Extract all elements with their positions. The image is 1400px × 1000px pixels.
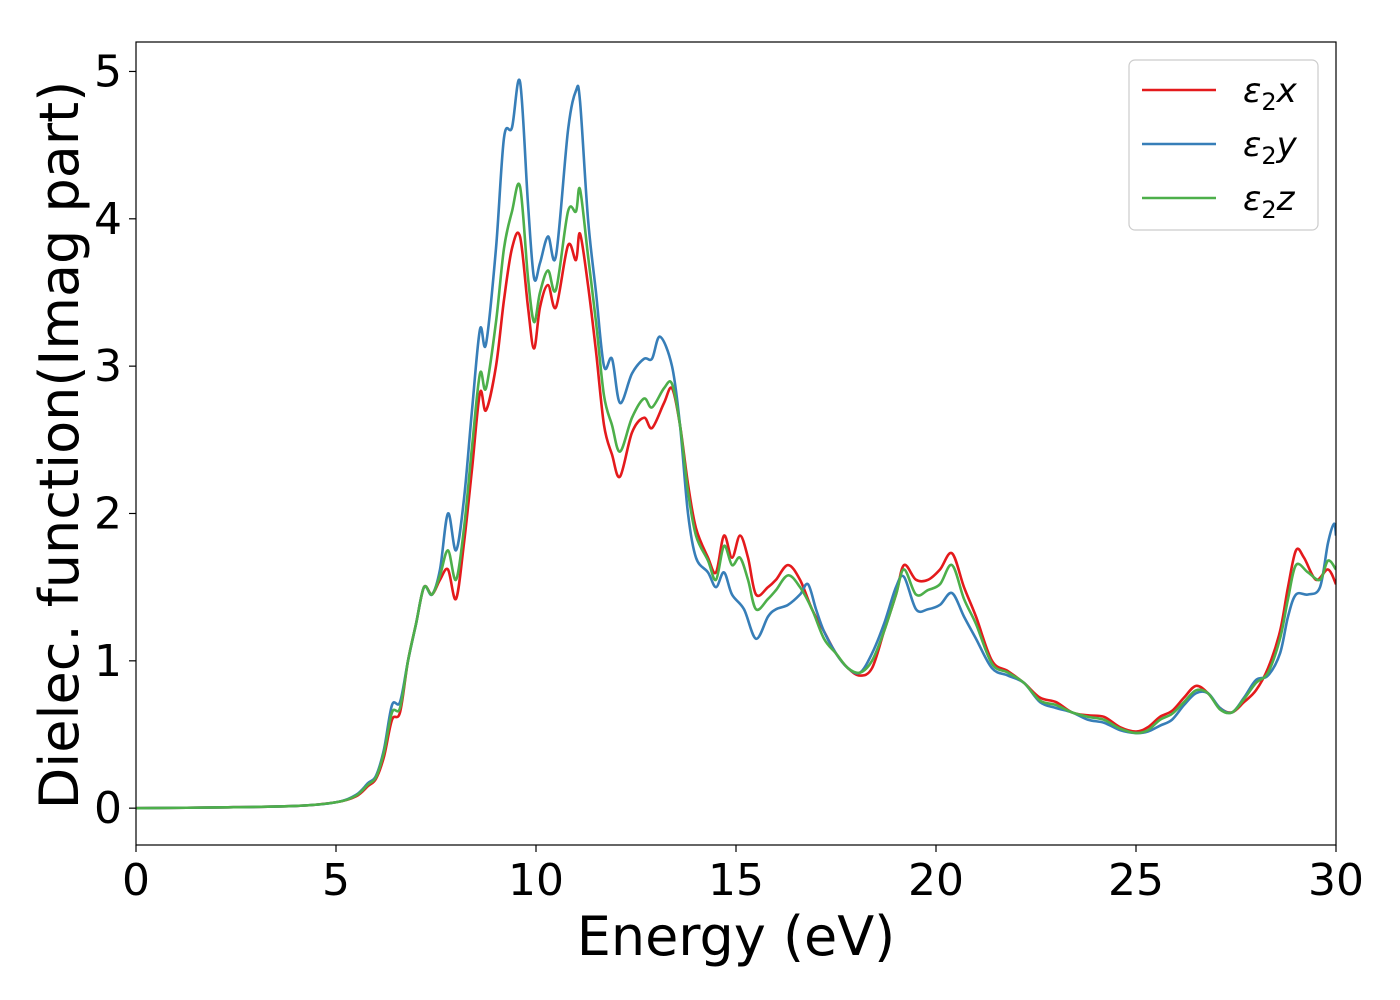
legend-subscript: 2 bbox=[1261, 88, 1276, 116]
legend-epsilon: ε bbox=[1243, 125, 1261, 165]
legend-variable: y bbox=[1276, 125, 1298, 165]
y-tick-label: 5 bbox=[94, 46, 122, 97]
legend-label-y: ε2y bbox=[1243, 125, 1298, 170]
legend-variable: x bbox=[1276, 71, 1298, 111]
legend-subscript: 2 bbox=[1261, 196, 1276, 224]
y-tick-label: 0 bbox=[94, 783, 122, 834]
x-axis: 0 5 10 15 20 25 30 bbox=[122, 845, 1364, 906]
x-tick-label: 30 bbox=[1308, 855, 1364, 906]
y-tick-label: 2 bbox=[94, 488, 122, 539]
legend-subscript: 2 bbox=[1261, 142, 1276, 170]
x-tick-label: 15 bbox=[708, 855, 764, 906]
y-tick-label: 1 bbox=[94, 636, 122, 687]
legend-epsilon: ε bbox=[1243, 179, 1261, 219]
x-tick-label: 20 bbox=[908, 855, 964, 906]
legend-box bbox=[1128, 59, 1319, 231]
x-tick-label: 25 bbox=[1108, 855, 1164, 906]
legend-variable: z bbox=[1276, 179, 1296, 219]
y-axis-label: Dielec. function(Imag part) bbox=[28, 81, 91, 810]
series-layer bbox=[136, 78, 1336, 810]
legend-label-z: ε2z bbox=[1243, 179, 1296, 224]
legend-label-x: ε2x bbox=[1243, 71, 1298, 116]
series-line-y bbox=[136, 78, 1336, 810]
legend-epsilon: ε bbox=[1243, 71, 1261, 111]
y-tick-label: 3 bbox=[94, 341, 122, 392]
x-tick-label: 5 bbox=[322, 855, 350, 906]
y-axis: 0 1 2 3 4 5 bbox=[94, 46, 136, 834]
series-line-z bbox=[136, 182, 1336, 810]
x-axis-label: Energy (eV) bbox=[577, 905, 896, 968]
y-tick-label: 4 bbox=[94, 194, 122, 245]
x-tick-label: 10 bbox=[508, 855, 564, 906]
series-line-x bbox=[136, 231, 1336, 810]
x-tick-label: 0 bbox=[122, 855, 150, 906]
